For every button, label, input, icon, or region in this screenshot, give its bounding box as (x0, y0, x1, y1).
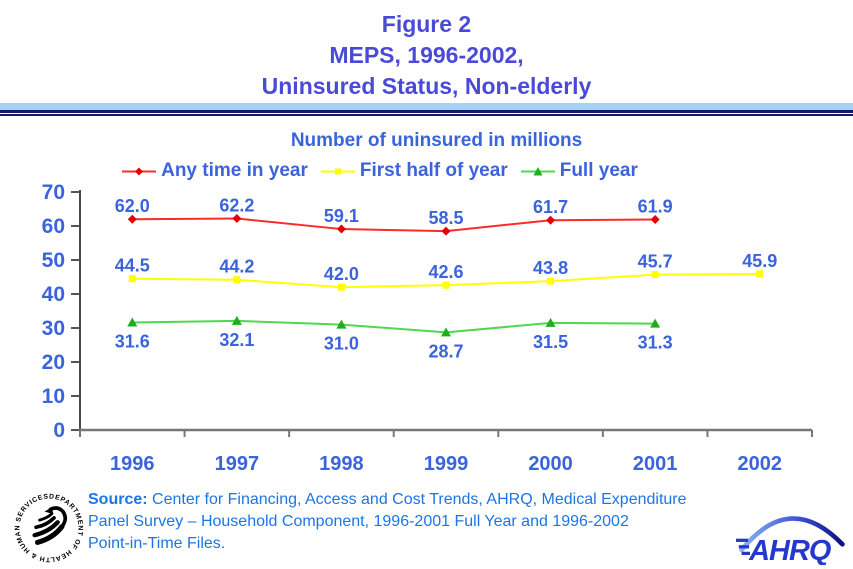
data-point-first-half-of-year (233, 276, 241, 284)
data-label-any-time-in-year: 61.9 (638, 197, 673, 217)
data-label-first-half-of-year: 45.9 (742, 251, 777, 271)
x-axis-label: 1997 (215, 453, 260, 475)
y-axis-label: 0 (53, 419, 65, 442)
y-axis-label: 30 (42, 317, 65, 340)
data-label-first-half-of-year: 42.0 (324, 264, 359, 284)
data-point-full-year (231, 315, 242, 325)
svg-text:DEPARTMENT OF HEALTH & HUMAN S: DEPARTMENT OF HEALTH & HUMAN SERVICES • … (12, 492, 84, 563)
data-point-full-year (441, 327, 451, 337)
data-label-full-year: 31.6 (115, 332, 150, 352)
x-axis-label: 2000 (528, 453, 573, 475)
source-label: Source: (88, 491, 148, 508)
data-point-full-year (650, 318, 661, 328)
figure-title-line3: Uninsured Status, Non-elderly (261, 73, 592, 99)
hhs-eagle-icon (32, 506, 68, 545)
data-point-first-half-of-year (756, 270, 764, 278)
data-point-any-time-in-year (650, 215, 660, 225)
y-axis-label: 70 (42, 181, 65, 204)
data-label-any-time-in-year: 62.2 (219, 196, 254, 216)
chart-subtitle: Number of uninsured in millions (290, 130, 583, 151)
series-line-any-time-in-year (132, 217, 656, 233)
data-point-any-time-in-year (441, 226, 451, 236)
source-note: Source: Center for Financing, Access and… (88, 489, 778, 555)
data-point-any-time-in-year (232, 214, 242, 224)
data-label-any-time-in-year: 59.1 (324, 206, 359, 226)
y-axis-label: 10 (42, 385, 65, 408)
data-point-first-half-of-year (337, 283, 345, 291)
source-text1: Center for Financing, Access and Cost Tr… (152, 491, 687, 508)
source-text2: Panel Survey – Household Component, 1996… (88, 513, 629, 530)
x-axis-label: 2002 (737, 453, 782, 475)
data-point-full-year (127, 317, 138, 327)
series-line-full-year (132, 319, 656, 334)
data-point-first-half-of-year (442, 281, 450, 289)
figure-title-line2: MEPS, 1996-2002, (329, 42, 524, 68)
divider-light-band (0, 103, 853, 110)
data-label-first-half-of-year: 44.5 (115, 256, 150, 276)
y-axis-label: 60 (42, 215, 65, 238)
square-marker-icon (320, 168, 355, 174)
legend-label-any-time-in-year: Any time in year (161, 160, 308, 181)
data-point-any-time-in-year (546, 215, 556, 225)
y-axis-label: 50 (42, 249, 65, 272)
data-point-any-time-in-year (336, 224, 346, 234)
figure-title-line1: Figure 2 (381, 11, 472, 37)
chart-legend: Any time in year First half of year Full y… (80, 160, 680, 182)
data-label-full-year: 32.1 (219, 330, 254, 350)
data-label-first-half-of-year: 42.6 (428, 262, 463, 282)
triangle-marker-icon (520, 166, 555, 175)
data-point-first-half-of-year (651, 271, 659, 279)
data-point-full-year (336, 319, 347, 329)
data-label-full-year: 31.3 (638, 333, 673, 353)
diamond-marker-icon (122, 167, 157, 175)
x-axis-label: 2001 (633, 453, 678, 475)
data-label-first-half-of-year: 45.7 (638, 252, 673, 272)
divider-dark-line2 (0, 114, 853, 116)
y-axis-label: 40 (42, 283, 65, 306)
ahrq-speed-lines-icon (736, 538, 750, 555)
legend-label-full-year: Full year (559, 160, 638, 181)
hhs-seal-logo: DEPARTMENT OF HEALTH & HUMAN SERVICES • … (12, 492, 84, 563)
ahrq-wordmark: AHRQ (748, 535, 832, 565)
data-point-first-half-of-year (547, 277, 555, 285)
data-label-any-time-in-year: 61.7 (533, 197, 568, 217)
data-label-any-time-in-year: 58.5 (428, 208, 463, 228)
data-label-first-half-of-year: 43.8 (533, 258, 568, 278)
ahrq-logo: AHRQ (736, 516, 845, 565)
legend-item-first-half-of-year: First half of year (320, 160, 508, 182)
hhs-ring-text: DEPARTMENT OF HEALTH & HUMAN SERVICES • … (12, 492, 83, 563)
data-label-any-time-in-year: 62.0 (115, 196, 150, 216)
divider-dark-line (0, 110, 853, 113)
x-axis-label: 1998 (319, 453, 364, 475)
x-axis-label: 1999 (424, 453, 469, 475)
ahrq-swoosh-icon (739, 516, 845, 553)
data-point-first-half-of-year (128, 275, 136, 283)
data-label-full-year: 31.5 (533, 332, 568, 352)
data-label-full-year: 28.7 (428, 341, 463, 361)
title-divider (0, 103, 853, 116)
source-line1: Source: Center for Financing, Access and… (88, 489, 778, 511)
legend-label-first-half-of-year: First half of year (359, 160, 508, 181)
data-point-full-year (545, 317, 556, 327)
x-axis-label: 1996 (110, 453, 155, 475)
data-label-first-half-of-year: 44.2 (219, 257, 254, 277)
data-point-any-time-in-year (127, 214, 137, 224)
divider-white-gap (0, 113, 853, 114)
y-axis-label: 20 (42, 351, 65, 374)
source-text3: Point-in-Time Files. (88, 535, 226, 552)
data-label-full-year: 31.0 (324, 334, 359, 354)
figure-title: Figure 2 MEPS, 1996-2002, Uninsured Stat… (0, 9, 853, 102)
legend-item-any-time-in-year: Any time in year (122, 160, 308, 182)
legend-item-full-year: Full year (520, 160, 638, 182)
